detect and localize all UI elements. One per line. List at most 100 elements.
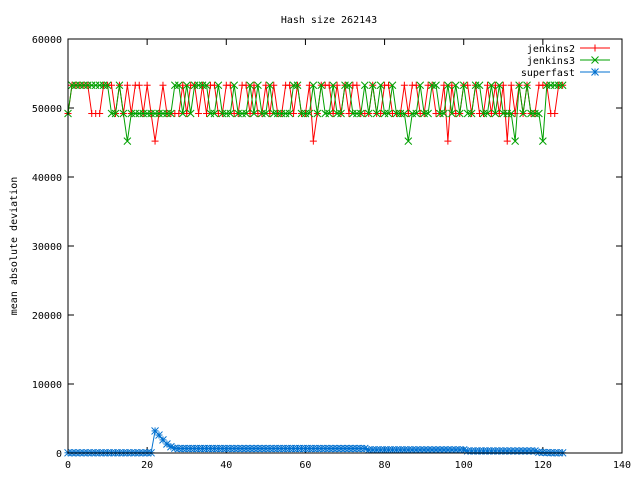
data-point-jenkins3 [186, 109, 195, 118]
data-point-jenkins2 [412, 81, 420, 89]
data-point-jenkins2 [210, 81, 218, 89]
data-point-jenkins3 [404, 137, 413, 145]
data-point-superfast [317, 444, 326, 453]
data-point-jenkins3 [495, 81, 504, 90]
data-point-superfast [297, 444, 306, 453]
data-point-superfast [178, 444, 187, 453]
data-point-superfast [337, 444, 345, 453]
data-point-jenkins2 [183, 110, 191, 118]
data-point-jenkins3 [368, 81, 377, 90]
data-point-jenkins2 [503, 137, 511, 145]
data-point-jenkins3 [479, 109, 488, 118]
data-point-jenkins3 [345, 81, 353, 90]
data-point-jenkins3 [293, 81, 302, 90]
data-point-superfast [194, 444, 203, 453]
data-point-jenkins3 [79, 81, 88, 90]
data-point-jenkins3 [317, 81, 326, 90]
data-point-jenkins3 [178, 109, 187, 118]
x-tick-label: 60 [299, 460, 311, 471]
chart-title: Hash size 262143 [281, 15, 377, 26]
data-point-jenkins3 [194, 81, 203, 90]
data-point-jenkins3 [400, 109, 409, 118]
data-point-jenkins3 [376, 81, 385, 90]
data-point-jenkins3 [163, 109, 171, 118]
data-point-jenkins2 [507, 81, 515, 89]
data-point-jenkins3 [83, 81, 92, 90]
data-point-jenkins3 [329, 81, 337, 90]
data-point-jenkins3 [119, 109, 128, 118]
data-point-jenkins3 [432, 81, 440, 90]
data-point-jenkins2 [179, 81, 187, 89]
data-point-jenkins2 [483, 81, 491, 89]
data-point-jenkins3 [107, 109, 116, 118]
data-point-jenkins2 [96, 110, 104, 118]
data-point-jenkins3 [550, 81, 559, 90]
data-point-jenkins2 [175, 110, 183, 118]
data-point-jenkins3 [250, 109, 258, 118]
data-point-jenkins3 [558, 81, 567, 90]
data-point-jenkins3 [68, 81, 76, 90]
x-tick-label: 80 [379, 460, 391, 471]
data-point-superfast [258, 444, 266, 453]
data-point-superfast [159, 436, 167, 444]
data-point-jenkins3 [491, 109, 500, 118]
x-tick-label: 140 [613, 460, 631, 471]
x-tick-label: 0 [65, 460, 71, 471]
data-point-jenkins2 [203, 110, 210, 118]
data-point-jenkins3 [218, 109, 227, 118]
data-point-jenkins2 [270, 81, 278, 89]
data-point-jenkins3 [222, 109, 231, 118]
data-point-jenkins3 [198, 81, 207, 90]
data-point-jenkins2 [246, 110, 254, 118]
data-point-jenkins2 [487, 110, 495, 118]
data-point-jenkins3 [254, 81, 262, 90]
data-point-jenkins2 [108, 81, 116, 89]
plot-frame [67, 38, 623, 454]
data-point-jenkins3 [72, 81, 80, 90]
data-point-superfast [206, 444, 215, 453]
data-point-jenkins2 [499, 81, 507, 89]
y-axis-label: mean absolute deviation [9, 177, 20, 315]
data-point-jenkins2 [195, 110, 203, 118]
data-point-jenkins3 [214, 81, 223, 90]
data-point-jenkins3 [483, 109, 492, 118]
x-tick-label: 100 [455, 460, 473, 471]
data-point-superfast [440, 446, 448, 454]
y-tick-label: 30000 [32, 242, 62, 253]
data-point-jenkins2 [123, 81, 131, 89]
data-point-jenkins3 [321, 109, 330, 118]
data-point-jenkins3 [147, 109, 155, 118]
data-point-jenkins3 [246, 81, 254, 90]
data-point-superfast [230, 444, 239, 453]
plot-series [64, 81, 567, 457]
legend-label-jenkins3: jenkins3 [527, 56, 575, 67]
data-point-jenkins2 [491, 81, 499, 89]
data-point-jenkins2 [250, 81, 258, 89]
data-point-jenkins3 [182, 81, 191, 90]
legend-marker-jenkins2 [591, 44, 599, 52]
data-point-jenkins3 [190, 81, 199, 90]
data-point-jenkins2 [404, 110, 412, 118]
data-point-jenkins3 [143, 109, 151, 118]
data-point-jenkins3 [511, 137, 520, 145]
data-point-jenkins3 [285, 109, 294, 118]
data-point-jenkins3 [487, 81, 496, 90]
data-point-jenkins3 [111, 109, 120, 118]
data-point-jenkins3 [471, 81, 480, 90]
data-point-superfast [222, 444, 231, 453]
data-point-jenkins2 [305, 81, 313, 89]
data-point-jenkins2 [159, 81, 167, 89]
data-point-jenkins3 [546, 81, 555, 90]
data-point-jenkins3 [167, 109, 175, 118]
data-point-jenkins3 [428, 81, 436, 90]
data-point-superfast [155, 431, 163, 439]
data-point-superfast [305, 444, 314, 453]
data-point-jenkins3 [523, 81, 531, 90]
data-point-jenkins2 [495, 110, 503, 118]
data-point-jenkins3 [151, 109, 159, 118]
data-point-jenkins3 [325, 109, 334, 118]
data-point-superfast [432, 446, 440, 454]
data-point-jenkins3 [170, 81, 179, 90]
